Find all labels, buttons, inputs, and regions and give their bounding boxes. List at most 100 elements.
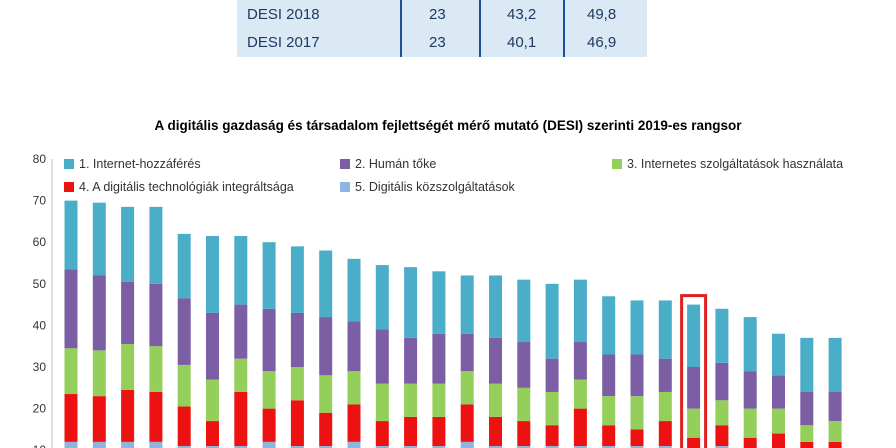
bar-segment	[772, 333, 785, 376]
y-tick-label: 30	[33, 360, 47, 374]
table-row: DESI 2017 23 40,1 46,9	[237, 30, 647, 57]
legend-label: 4. A digitális technológiák integráltság…	[79, 180, 294, 194]
bar-segment	[715, 425, 729, 447]
bar-segment	[121, 344, 135, 390]
table-cell-eu: 46,9	[587, 34, 617, 51]
bar-segment	[92, 275, 106, 351]
table-cell-score: 40,1	[507, 34, 537, 51]
bar-segment	[347, 441, 361, 448]
bar-segment	[404, 446, 418, 448]
bar-segment	[149, 283, 163, 347]
bar-segment	[234, 235, 248, 305]
legend-label: 3. Internetes szolgáltatások használata	[627, 157, 843, 171]
bar-segment	[545, 446, 559, 448]
bar-segment	[234, 446, 248, 448]
bar-segment	[828, 421, 842, 442]
legend-swatch	[64, 159, 74, 169]
y-tick-label: 10	[33, 443, 47, 448]
bar-segment	[828, 391, 842, 422]
bar-segment	[545, 391, 559, 426]
bar-segment	[828, 441, 842, 448]
bar-segment	[800, 425, 814, 442]
legend-swatch	[612, 159, 622, 169]
bar-segment	[64, 269, 78, 349]
bar-segment	[687, 437, 701, 448]
legend: 1. Internet-hozzáférés 2. Humán tőke 3. In…	[64, 157, 843, 194]
legend-swatch	[64, 182, 74, 192]
bar-segment	[177, 298, 191, 365]
bar-segment	[658, 446, 672, 448]
legend-swatch	[340, 159, 350, 169]
bar-segment	[630, 300, 644, 355]
bar-segment	[64, 348, 78, 395]
table-row: DESI 2018 23 43,2 49,8	[237, 2, 647, 29]
y-tick-label: 40	[33, 318, 47, 332]
table-divider	[563, 0, 565, 57]
bar-segment	[489, 275, 502, 338]
bar-segment	[630, 429, 644, 447]
bar-segment	[92, 441, 106, 448]
y-axis: 10 20 30 40 50 60 70 80	[33, 152, 53, 448]
bar-segment	[602, 446, 616, 448]
legend-swatch	[340, 182, 350, 192]
y-tick-label: 80	[33, 152, 47, 166]
bar-segment	[432, 416, 446, 447]
bar-segment	[658, 300, 672, 359]
y-tick-label: 50	[33, 277, 47, 291]
bar-segment	[715, 400, 729, 426]
bar-segment	[149, 441, 163, 448]
bar-segment	[687, 408, 701, 438]
bar-segment	[602, 296, 616, 355]
bar-segment	[517, 446, 531, 448]
bar-segment	[375, 265, 389, 330]
bar-segment	[432, 333, 446, 384]
bar-segment	[602, 425, 616, 447]
bar-segment	[206, 312, 219, 380]
bar-segment	[404, 383, 418, 417]
bar-segment	[234, 358, 248, 392]
bar-segment	[573, 408, 587, 447]
chart-title: A digitális gazdaság és társadalom fejle…	[154, 118, 742, 133]
bar-segment	[743, 317, 757, 372]
bar-segment	[517, 387, 531, 422]
bar-segment	[290, 312, 304, 367]
table-cell-rank: 23	[429, 6, 446, 23]
bar-segment	[121, 281, 135, 345]
bar-segment	[92, 202, 106, 276]
bar-segment	[92, 396, 106, 442]
bar-segment	[319, 446, 333, 448]
bar-segment	[432, 446, 446, 448]
bar-segment	[517, 342, 531, 388]
bar-segment	[432, 383, 446, 417]
bar-segment	[658, 421, 672, 447]
bar-segment	[517, 279, 531, 343]
bar-segment	[234, 304, 248, 359]
bar-segment	[290, 246, 304, 313]
bar-segment	[658, 358, 672, 392]
bar-segment	[489, 446, 502, 448]
table-cell-score: 43,2	[507, 6, 537, 23]
bar-segment	[177, 446, 191, 448]
bar-segment	[460, 275, 474, 334]
bar-segment	[375, 329, 389, 384]
bar-segment	[573, 342, 587, 380]
table-cell-label: DESI 2018	[247, 6, 320, 23]
highlight-box	[680, 294, 708, 448]
bar-segment	[460, 404, 474, 442]
bar-segment	[121, 389, 135, 442]
bar-segment	[630, 446, 644, 448]
y-tick-label: 70	[33, 194, 47, 208]
bar-segment	[545, 283, 559, 359]
bar-segment	[658, 391, 672, 422]
bar-segment	[489, 337, 502, 384]
bar-segment	[800, 391, 814, 426]
bar-segment	[262, 371, 276, 409]
desi-table: DESI 2018 23 43,2 49,8 DESI 2017 23 40,1…	[237, 0, 647, 57]
bar-segment	[715, 446, 729, 448]
table-cell-rank: 23	[429, 34, 446, 51]
table-cell-label: DESI 2017	[247, 34, 320, 51]
bar-segment	[800, 441, 814, 448]
bar-segment	[206, 235, 219, 313]
bar-segment	[64, 394, 78, 442]
